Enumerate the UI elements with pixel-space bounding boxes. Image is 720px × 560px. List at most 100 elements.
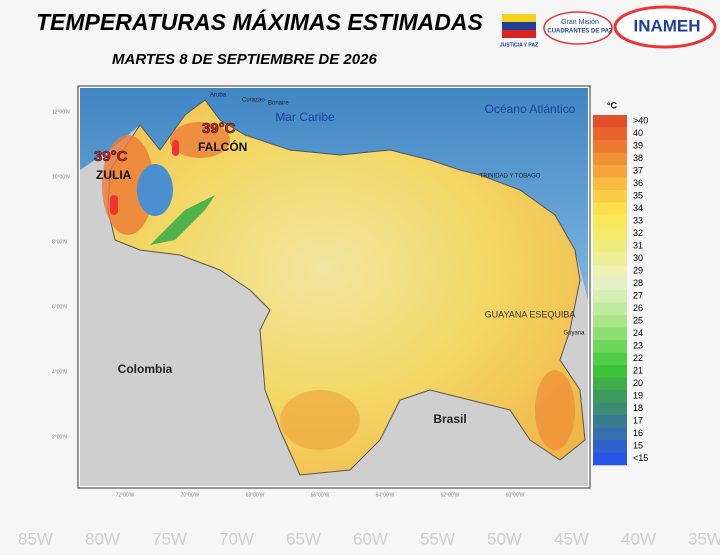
legend-swatch — [593, 190, 627, 203]
legend-swatch — [593, 152, 627, 166]
logos: JUSTICIA Y PAZ Gran Misión CUADRANTES DE… — [500, 5, 717, 49]
legend-label: 40 — [633, 128, 643, 138]
highlight-temp: 39°C — [94, 148, 128, 165]
highlight-state: ZULIA — [96, 168, 132, 182]
place-label: Aruba — [210, 93, 227, 99]
legend-swatch — [593, 315, 627, 328]
place-label: Guyana — [563, 331, 585, 337]
subtitle: MARTES 8 DE SEPTIEMBRE DE 2026 — [112, 51, 377, 68]
legend: >40 40 39 38 37 36 35 34 33 32 31 30 29 28 27 26 25 24 23 2… — [593, 115, 648, 466]
legend-label: 36 — [633, 178, 643, 188]
background-lon-label: 60W — [353, 529, 388, 548]
title: TEMPERATURAS MÁXIMAS ESTIMADAS — [36, 8, 483, 35]
region-label: GUAYANA ESEQUIBA — [485, 309, 576, 319]
legend-swatch — [593, 140, 627, 153]
lon-label: 66°00'W — [311, 492, 330, 498]
legend-label: 31 — [633, 241, 643, 251]
lat-labels: 12°00'N 10°00'N 8°00'N 6°00'N 4°00'N 2°00'N — [52, 109, 70, 440]
background-lon-label: 50W — [487, 529, 522, 548]
legend-swatch — [593, 390, 627, 403]
legend-swatch — [593, 277, 627, 291]
background-lon-label: 75W — [152, 529, 187, 548]
legend-label: 37 — [633, 166, 643, 176]
lon-labels: 72°00'W 70°00'W 68°00'W 66°00'W 64°00'W 62°00… — [116, 492, 525, 498]
lon-label: 72°00'W — [116, 492, 135, 498]
legend-swatch — [593, 290, 627, 303]
legend-label: 23 — [633, 341, 643, 351]
lat-label: 4°00'N — [52, 369, 67, 375]
legend-swatch — [593, 240, 627, 253]
legend-swatch — [593, 327, 627, 341]
legend-swatch — [593, 265, 627, 278]
background-lon-label: 40W — [621, 529, 656, 548]
place-label: Bonaire — [268, 101, 289, 107]
andes — [150, 195, 215, 245]
warm-area — [280, 390, 360, 450]
lat-label: 8°00'N — [52, 239, 67, 245]
legend-swatch — [593, 302, 627, 316]
background-longitudes: 85W 80W 75W 70W 65W 60W 55W 50W 45W 40W 35W — [18, 529, 720, 548]
legend-swatch — [593, 252, 627, 266]
legend-label: 19 — [633, 391, 643, 401]
lat-label: 12°00'N — [52, 109, 70, 115]
logo-inameh: INAMEH — [633, 16, 700, 35]
legend-swatch — [593, 452, 627, 466]
country-label: Colombia — [118, 362, 173, 376]
lon-label: 70°00'W — [181, 492, 200, 498]
highlight-state: FALCÓN — [198, 139, 247, 154]
map-labels: Mar Caribe Océano Atlántico Colombia Bra… — [94, 93, 585, 427]
hot-area — [535, 370, 575, 450]
background-lon-label: 45W — [554, 529, 589, 548]
legend-label: 38 — [633, 153, 643, 163]
lon-label: 60°00'W — [506, 492, 525, 498]
background-lon-label: 85W — [18, 529, 53, 548]
legend-label: 20 — [633, 378, 643, 388]
legend-label: 39 — [633, 141, 643, 151]
lat-label: 10°00'N — [52, 174, 70, 180]
legend-label: 18 — [633, 403, 643, 413]
legend-label: 28 — [633, 278, 643, 288]
legend-swatch — [593, 177, 627, 191]
legend-label: 35 — [633, 191, 643, 201]
sea-label: Mar Caribe — [275, 110, 335, 124]
lon-label: 62°00'W — [441, 492, 460, 498]
place-label: Curazao — [242, 98, 265, 104]
highlight-temp: 39°C — [202, 120, 236, 137]
legend-swatch — [593, 427, 627, 441]
legend-label: 24 — [633, 328, 643, 338]
legend-label: 29 — [633, 266, 643, 276]
legend-label: 30 — [633, 253, 643, 263]
legend-swatch — [593, 215, 627, 228]
legend-swatch — [593, 365, 627, 378]
legend-label: 25 — [633, 316, 643, 326]
legend-label: 16 — [633, 428, 643, 438]
lon-label: 68°00'W — [246, 492, 265, 498]
legend-label: <15 — [633, 453, 648, 463]
thermometer-icon — [172, 140, 179, 156]
legend-swatch — [593, 127, 627, 141]
lon-label: 64°00'W — [376, 492, 395, 498]
legend-label: 15 — [633, 441, 643, 451]
background-lon-label: 55W — [420, 529, 455, 548]
thermometer-icon — [110, 195, 118, 215]
legend-label: 21 — [633, 366, 643, 376]
legend-label: >40 — [633, 116, 648, 126]
legend-label: 26 — [633, 303, 643, 313]
legend-swatch — [593, 402, 627, 416]
legend-swatch — [593, 165, 627, 178]
background-lon-label: 70W — [219, 529, 254, 548]
logo-caption: JUSTICIA Y PAZ — [500, 42, 538, 48]
lat-label: 2°00'N — [52, 434, 67, 440]
legend-label: 22 — [633, 353, 643, 363]
legend-swatch — [593, 377, 627, 391]
legend-label: 33 — [633, 216, 643, 226]
sea — [80, 88, 588, 300]
country-label: Brasil — [433, 412, 466, 426]
legend-label: 32 — [633, 228, 643, 238]
legend-label: 17 — [633, 416, 643, 426]
background-lon-label: 80W — [85, 529, 120, 548]
legend-unit: °C — [607, 100, 618, 110]
place-label: TRINIDAD Y TOBAGO — [480, 174, 541, 180]
lat-label: 6°00'N — [52, 304, 67, 310]
